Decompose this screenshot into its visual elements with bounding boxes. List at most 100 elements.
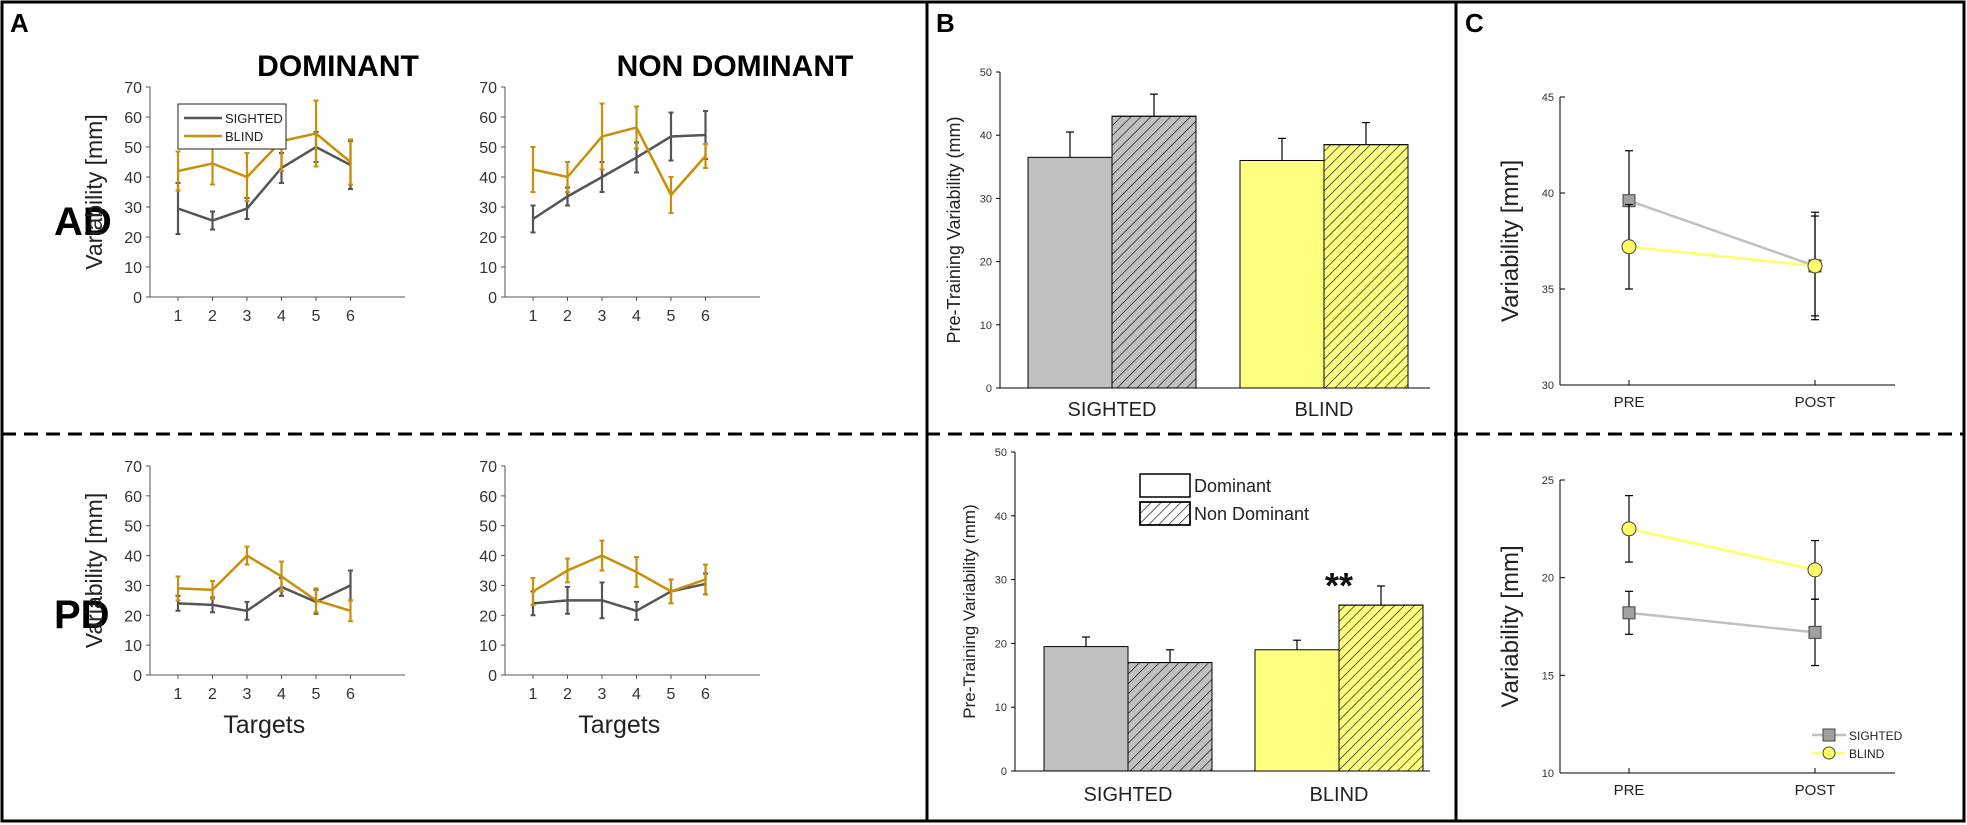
y-tick-label: 40 [124, 170, 142, 187]
y-tick-label: 50 [479, 140, 497, 157]
x-tick-label: SIGHTED [1068, 399, 1157, 421]
series-line-sighted [1628, 199, 1816, 268]
x-tick-label: 1 [529, 686, 538, 703]
x-tick-label: POST [1795, 782, 1836, 799]
y-tick-label: 30 [479, 200, 497, 217]
y-tick-label: 50 [980, 67, 992, 79]
chart-c-top: 30 35 40 45 Variability [mm] PRE POST [1497, 92, 1895, 411]
x-tick-label: 5 [667, 686, 676, 703]
legend-label-blind: BLIND [225, 129, 263, 144]
panel-label-c: C [1465, 8, 1484, 38]
y-tick-label: 0 [133, 290, 142, 307]
legend-swatch-dominant [1139, 473, 1191, 498]
y-axis-label: Variability [mm] [1497, 545, 1524, 707]
series-line-blind [177, 553, 351, 613]
bar-blind-dominant [1254, 649, 1340, 772]
legend-label-blind: BLIND [1849, 747, 1885, 761]
significance-marker: ** [1325, 565, 1353, 606]
x-tick-label: 4 [632, 308, 641, 325]
y-tick-label: 15 [1542, 670, 1554, 682]
y-tick-label: 70 [479, 80, 497, 97]
x-tick-label: 6 [346, 308, 355, 325]
x-tick-label: PRE [1614, 782, 1645, 799]
y-tick-label: 40 [479, 549, 497, 566]
chart-b-bottom: 0 10 20 30 40 50 Pre-Training Variability (mm)… [960, 447, 1430, 806]
series-line-sighted [177, 145, 352, 222]
chart-a-pd-nondom: 0 10 20 30 40 50 60 70 1 2 3 4 5 6 Targets [479, 459, 760, 739]
chart-c-bottom: 10 15 20 25 Variability [mm] PRE POST SIGHTED BL… [1497, 475, 1903, 799]
series-line-blind [532, 126, 707, 198]
y-tick-label: 30 [1542, 380, 1554, 392]
y-tick-label: 0 [488, 668, 497, 685]
x-tick-label: BLIND [1295, 399, 1354, 421]
y-tick-label: 0 [133, 668, 142, 685]
x-tick-label: 4 [277, 308, 286, 325]
panel-label-b: B [936, 8, 955, 38]
x-tick-label: 6 [701, 686, 710, 703]
series-line-blind [532, 554, 706, 593]
y-tick-label: 50 [124, 519, 142, 536]
x-tick-label: 3 [598, 686, 607, 703]
y-tick-label: 20 [124, 230, 142, 247]
x-tick-label: 4 [632, 686, 641, 703]
legend-label-sighted: SIGHTED [225, 111, 283, 126]
y-tick-label: 40 [124, 549, 142, 566]
title-dominant: DOMINANT [257, 50, 419, 83]
y-tick-label: 10 [124, 260, 142, 277]
y-tick-label: 10 [479, 638, 497, 655]
bar-hatch [1111, 115, 1197, 389]
y-tick-label: 10 [980, 320, 992, 332]
x-tick-label: 1 [174, 686, 183, 703]
chart-b-top: 0 10 20 30 40 50 Pre-Training Variability (mm)… [944, 67, 1430, 421]
x-tick-label: 2 [208, 308, 217, 325]
x-tick-label: POST [1795, 394, 1836, 411]
bar-sighted-dominant [1043, 646, 1129, 772]
y-tick-label: 25 [1542, 475, 1554, 487]
series-line-sighted [1628, 611, 1816, 634]
y-tick-label: 0 [986, 383, 992, 395]
y-tick-label: 40 [479, 170, 497, 187]
y-axis-label: Variability [mm] [81, 493, 107, 649]
y-tick-label: 60 [479, 489, 497, 506]
x-tick-label: 2 [563, 686, 572, 703]
series-line-blind [1628, 527, 1816, 572]
legend-marker-blind [1822, 746, 1836, 760]
y-tick-label: 30 [124, 200, 142, 217]
chart-a-pd-dom: 0 10 20 30 40 50 60 70 1 2 3 4 5 6 Variability [mm] Tar… [81, 459, 405, 739]
bar-hatch [1323, 144, 1409, 389]
x-tick-label: 5 [312, 686, 321, 703]
marker-blind [1621, 521, 1637, 537]
series-line-blind [177, 132, 352, 179]
y-tick-label: 30 [124, 578, 142, 595]
title-non-dominant: NON DOMINANT [617, 50, 854, 83]
y-tick-label: 60 [124, 489, 142, 506]
y-tick-label: 50 [995, 447, 1007, 459]
y-tick-label: 10 [995, 702, 1007, 714]
y-tick-label: 70 [479, 459, 497, 476]
y-axis-label: Variability [mm] [1497, 160, 1524, 322]
y-tick-label: 35 [1542, 284, 1554, 296]
series-line-sighted [532, 133, 706, 221]
y-tick-label: 10 [1542, 768, 1554, 780]
row-label-pd: PD [54, 593, 110, 637]
y-axis-label: Pre-Training Variability (mm) [944, 116, 964, 343]
y-tick-label: 70 [124, 459, 142, 476]
x-tick-label: 5 [312, 308, 321, 325]
chart-a-ad-nondom: 0 10 20 30 40 50 60 70 1 2 3 4 5 6 [479, 80, 760, 325]
y-tick-label: 20 [479, 230, 497, 247]
legend-label-dominant: Dominant [1194, 476, 1271, 496]
x-tick-label: SIGHTED [1084, 784, 1173, 806]
legend-label-non-dominant: Non Dominant [1194, 504, 1309, 524]
legend-label-sighted: SIGHTED [1849, 729, 1903, 743]
legend-swatch-hatch [1139, 501, 1191, 526]
x-tick-label: 2 [563, 308, 572, 325]
y-tick-label: 40 [995, 511, 1007, 523]
y-tick-label: 20 [980, 257, 992, 269]
panel-label-a: A [10, 8, 29, 38]
y-tick-label: 0 [1001, 766, 1007, 778]
marker-blind [1621, 239, 1637, 255]
bar-hatch [1127, 662, 1213, 772]
y-tick-label: 40 [1542, 188, 1554, 200]
series-line-blind [1628, 245, 1816, 268]
